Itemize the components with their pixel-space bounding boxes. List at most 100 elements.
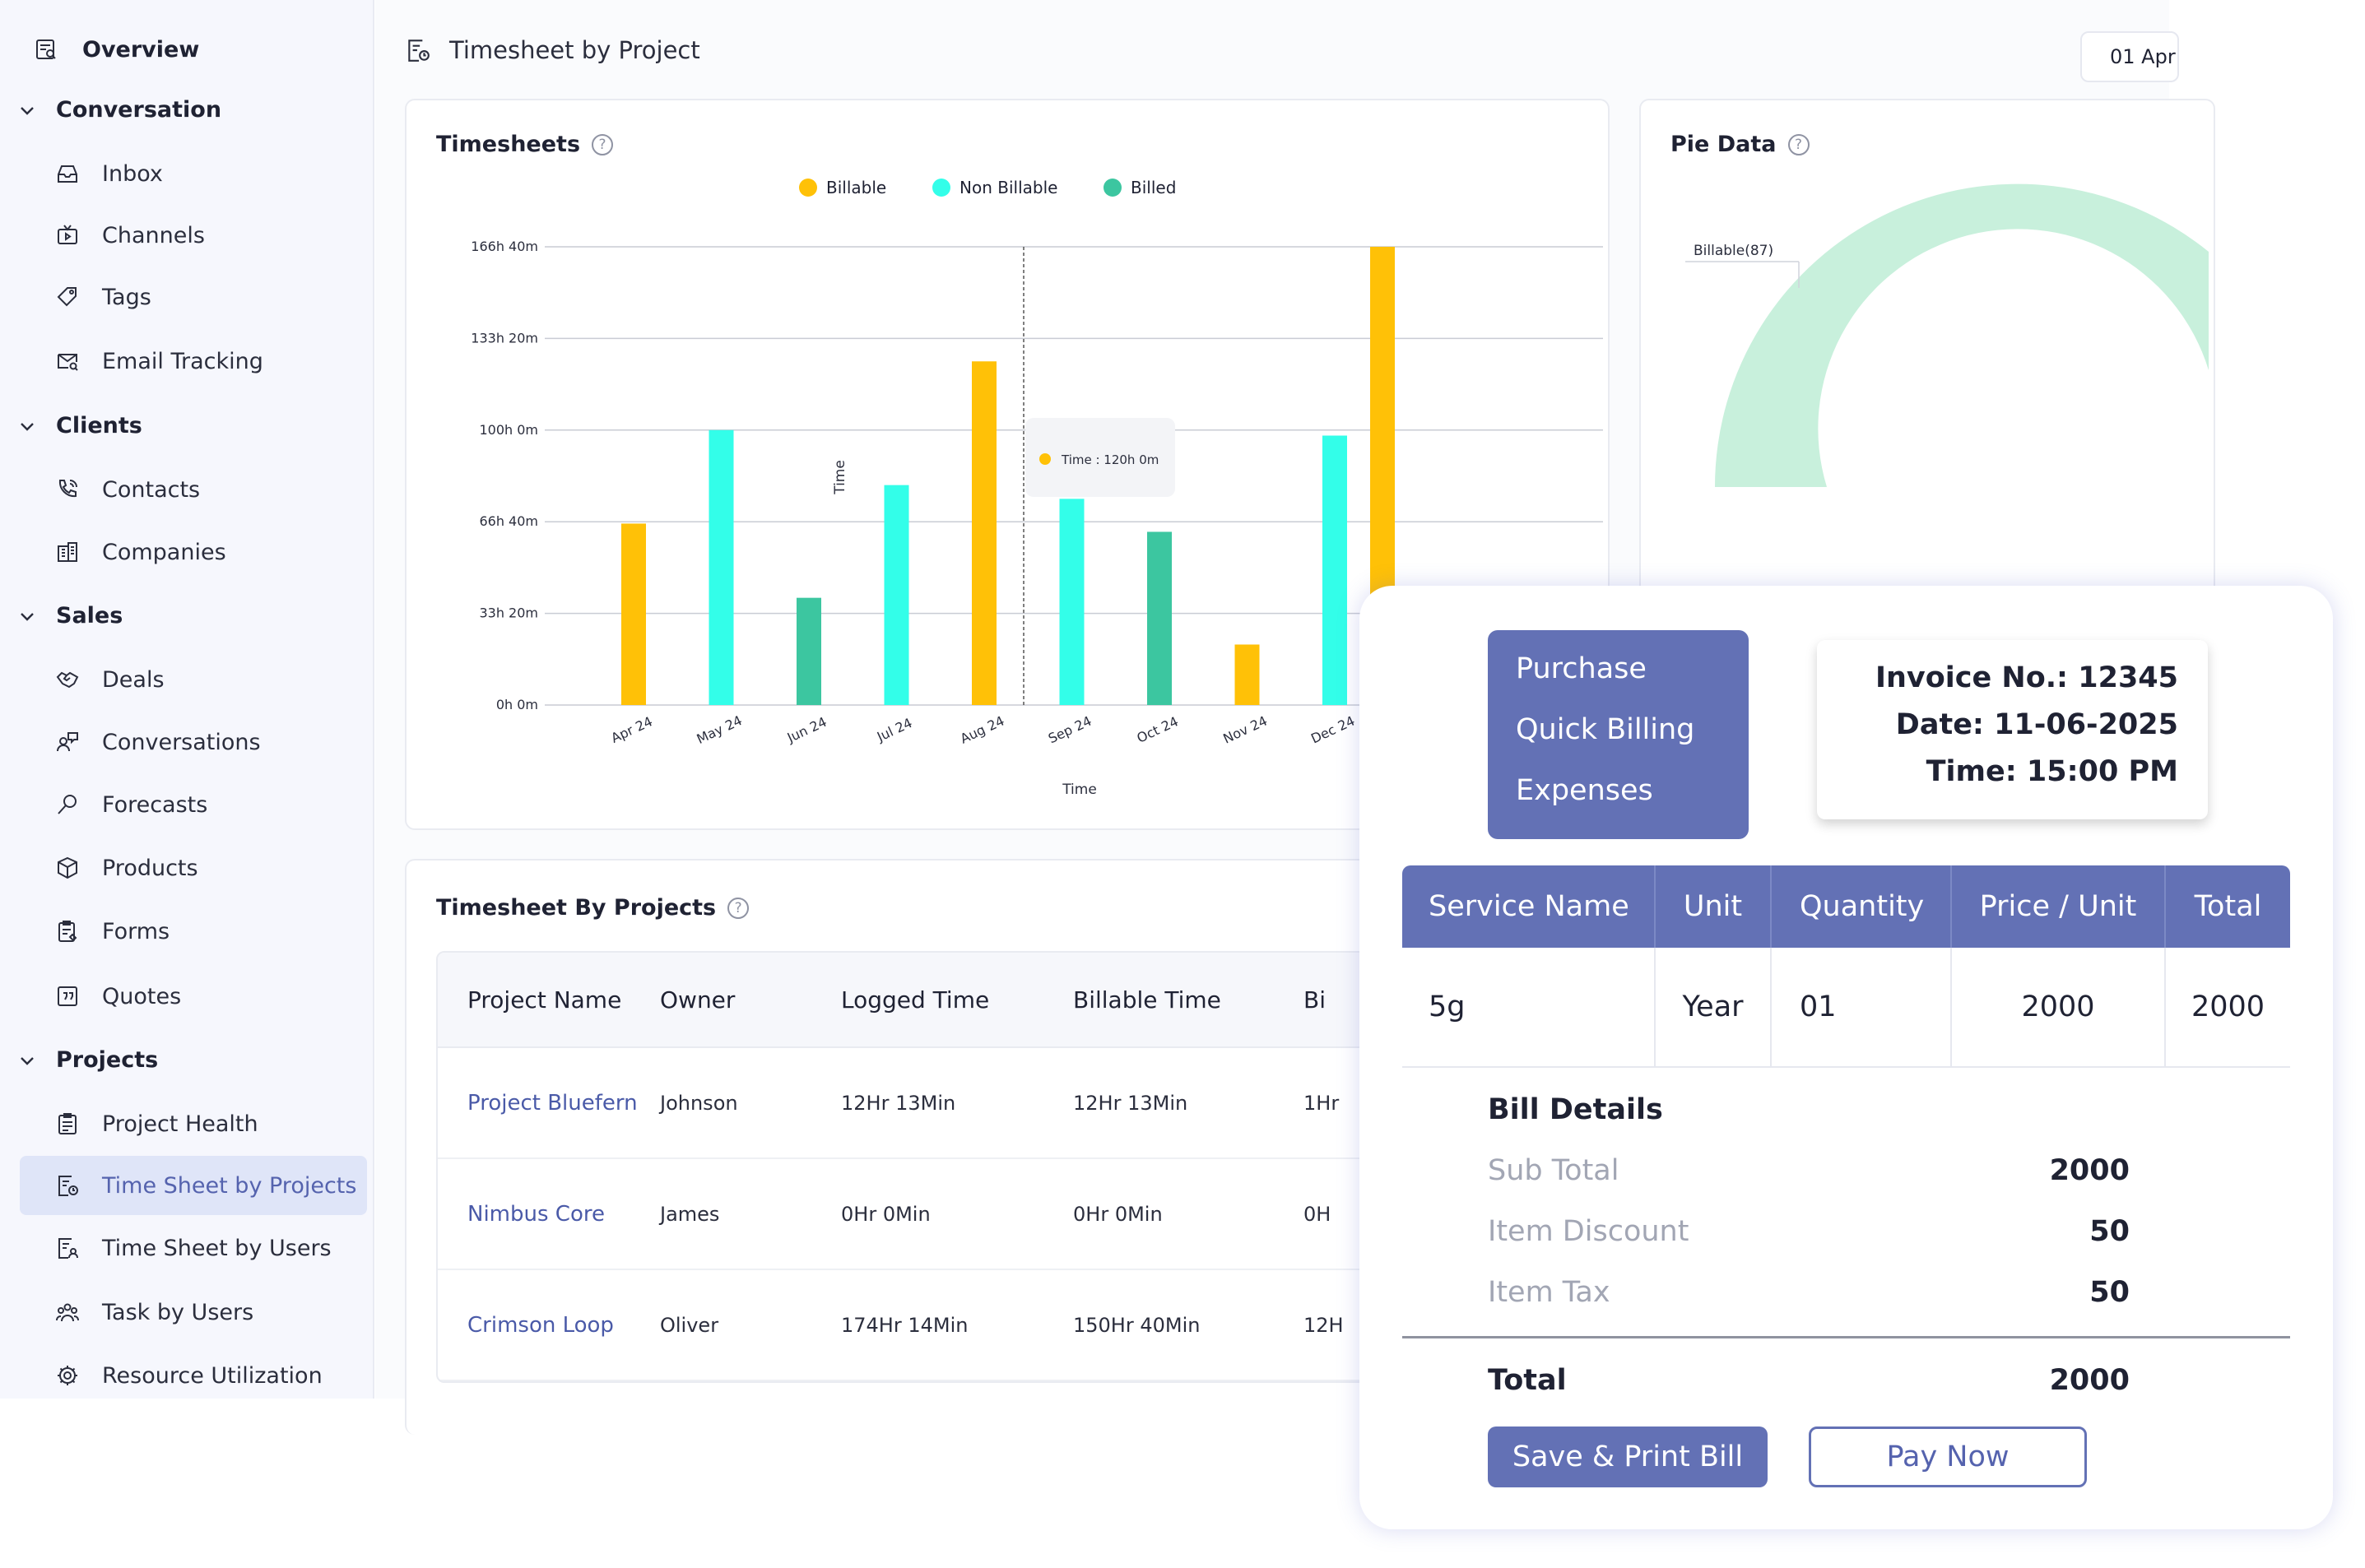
owner-cell: Oliver — [660, 1313, 719, 1337]
sidebar-item-conversations[interactable]: Conversations — [20, 712, 367, 772]
sidebar-item-label: Inbox — [102, 160, 163, 187]
invoice-panel: Purchase Quick Billing Expenses Invoice … — [1359, 586, 2333, 1529]
menu-item-quick-billing[interactable]: Quick Billing — [1516, 713, 1695, 746]
table-row: Project Bluefern Johnson 12Hr 13Min 12Hr… — [438, 1048, 1753, 1159]
menu-item-expenses[interactable]: Expenses — [1516, 774, 1653, 807]
column-header: Price / Unit — [1952, 865, 2166, 948]
sidebar-item-label: Tags — [102, 284, 151, 310]
x-tick-label: Aug 24 — [958, 712, 1006, 746]
card-title-text: Pie Data — [1670, 132, 1777, 157]
bar-billable — [1234, 644, 1260, 705]
sidebar-item-project-health[interactable]: Project Health — [20, 1094, 367, 1153]
menu-item-purchase[interactable]: Purchase — [1516, 652, 1647, 685]
bar-billed — [1147, 531, 1172, 705]
timesheet-icon — [405, 37, 431, 63]
sidebar-item-label: Overview — [82, 36, 200, 63]
tooltip-text: Time : 120h 0m — [1061, 452, 1159, 467]
chart-bars — [621, 247, 1395, 705]
save-print-bill-button[interactable]: Save & Print Bill — [1488, 1427, 1768, 1487]
sidebar-item-companies[interactable]: Companies — [20, 522, 367, 582]
x-tick-label: Nov 24 — [1220, 712, 1269, 746]
section-label: Conversation — [56, 97, 222, 123]
quantity-cell[interactable]: 01 — [1772, 948, 1952, 1066]
section-projects[interactable]: Projects — [16, 1047, 158, 1073]
sidebar-item-label: Contacts — [102, 476, 201, 503]
sidebar-item-channels[interactable]: Channels — [20, 206, 367, 265]
y-tick-label: 133h 20m — [471, 330, 538, 346]
overview-icon — [33, 36, 59, 63]
column-header[interactable]: Billable Time — [1073, 986, 1221, 1014]
tooltip-box — [1025, 418, 1175, 497]
sidebar-item-time-sheet-by-users[interactable]: Time Sheet by Users — [20, 1218, 367, 1278]
sidebar-item-overview[interactable]: Overview — [33, 36, 199, 63]
sidebar-item-time-sheet-by-projects[interactable]: Time Sheet by Projects — [20, 1156, 367, 1215]
sidebar-item-tags[interactable]: Tags — [20, 267, 367, 327]
sidebar-item-products[interactable]: Products — [20, 838, 367, 898]
column-header[interactable]: Owner — [660, 986, 736, 1014]
price-cell[interactable]: 2000 — [1952, 948, 2166, 1066]
mail-search-icon — [54, 348, 81, 374]
legend-label: Non Billable — [959, 178, 1057, 197]
x-tick-label: Dec 24 — [1308, 712, 1357, 746]
help-icon[interactable]: ? — [592, 133, 614, 155]
sidebar-item-quotes[interactable]: Quotes — [20, 967, 367, 1026]
section-label: Sales — [56, 603, 123, 629]
bar-non-billable — [709, 429, 734, 705]
pie-chart: Billable(87) — [1685, 183, 2209, 487]
users-chat-icon — [54, 729, 81, 755]
x-tick-label: May 24 — [695, 712, 745, 747]
sidebar-item-email-tracking[interactable]: Email Tracking — [20, 332, 367, 391]
pay-now-button[interactable]: Pay Now — [1809, 1427, 2087, 1487]
gear-icon — [54, 1362, 81, 1389]
page-title: Timesheet by Project — [449, 36, 700, 64]
sidebar-item-label: Task by Users — [102, 1299, 254, 1325]
sidebar-item-contacts[interactable]: Contacts — [20, 460, 367, 519]
project-link[interactable]: Crimson Loop — [467, 1312, 614, 1338]
sidebar-item-forecasts[interactable]: Forecasts — [20, 775, 367, 834]
owner-cell: Johnson — [660, 1091, 738, 1115]
legend-swatch — [1104, 179, 1122, 197]
sidebar-item-forms[interactable]: Forms — [20, 902, 367, 961]
divider — [1402, 1336, 2290, 1338]
bill-line-value: 50 — [2089, 1276, 2130, 1309]
sidebar-item-label: Forms — [102, 918, 170, 944]
help-icon[interactable]: ? — [727, 897, 750, 919]
pie-slice-billable — [1714, 183, 2209, 487]
sidebar-item-task-by-users[interactable]: Task by Users — [20, 1283, 367, 1342]
project-link[interactable]: Project Bluefern — [467, 1090, 638, 1116]
sidebar-item-deals[interactable]: Deals — [20, 650, 367, 709]
bar-non-billable — [1322, 435, 1347, 705]
chart-x-ticks: Apr 24 May 24 Jun 24 Jul 24 Aug 24 Sep 24 Oct … — [609, 712, 1358, 747]
card-title: Timesheets ? — [436, 132, 614, 157]
project-link[interactable]: Nimbus Core — [467, 1201, 605, 1227]
bill-total-label: Total — [1488, 1364, 1567, 1397]
column-header[interactable]: Project Name — [467, 986, 622, 1014]
sidebar: Overview Conversation Inbox Channels Tag… — [0, 0, 374, 1399]
service-table-header: Service Name Unit Quantity Price / Unit … — [1402, 865, 2290, 948]
sidebar-item-resource-utilization[interactable]: Resource Utilization — [20, 1346, 367, 1405]
section-conversation[interactable]: Conversation — [16, 97, 221, 123]
search-icon — [54, 791, 81, 818]
bill-line-tax: Item Tax 50 — [1488, 1275, 2130, 1336]
section-sales[interactable]: Sales — [16, 603, 123, 629]
column-header[interactable]: Bi — [1303, 986, 1326, 1014]
chart-tooltip: Time : 120h 0m — [1025, 418, 1175, 497]
invoice-date: Date: 11-06-2025 — [1895, 708, 2178, 741]
bill-line-label: Item Tax — [1488, 1276, 1610, 1309]
column-header[interactable]: Logged Time — [841, 986, 990, 1014]
sidebar-item-label: Quotes — [102, 983, 182, 1009]
section-clients[interactable]: Clients — [16, 413, 142, 438]
tag-icon — [54, 284, 81, 310]
sidebar-item-inbox[interactable]: Inbox — [20, 144, 367, 203]
chevron-down-icon — [16, 415, 38, 437]
handshake-icon — [54, 666, 81, 693]
date-range-picker[interactable]: 01 Apr — [2080, 31, 2179, 82]
unit-cell[interactable]: Year — [1656, 948, 1772, 1066]
billed-time-cell: 1Hr — [1303, 1091, 1340, 1115]
owner-cell: James — [660, 1202, 720, 1226]
service-name-cell[interactable]: 5g — [1402, 948, 1656, 1066]
bar-non-billable — [1059, 499, 1085, 705]
card-title-text: Timesheet By Projects — [436, 895, 717, 921]
y-tick-label: 66h 40m — [479, 513, 538, 529]
help-icon[interactable]: ? — [1787, 133, 1810, 155]
